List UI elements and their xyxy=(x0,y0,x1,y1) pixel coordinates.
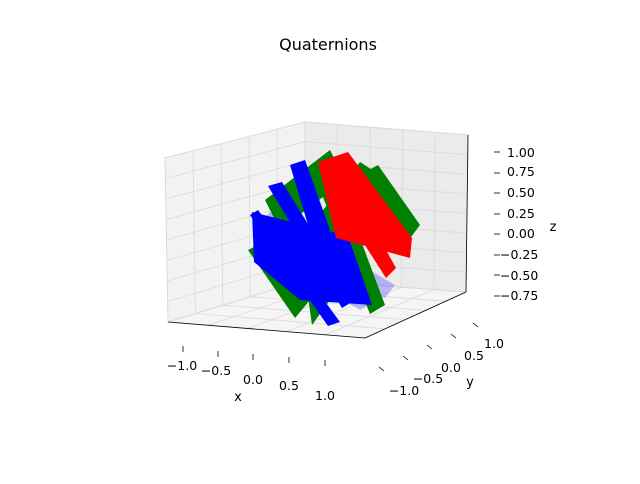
y-tick-label: −0.5 xyxy=(413,371,443,386)
x-tick-label: −0.5 xyxy=(201,363,231,378)
y-tick-label: 0.5 xyxy=(464,348,484,363)
z-axis-label: z xyxy=(550,220,557,235)
y-tick-labels: −1.0 −0.5 0.0 0.5 1.0 xyxy=(389,336,504,398)
z-tick-label: −0.25 xyxy=(500,247,538,262)
x-tick-label: −1.0 xyxy=(167,358,197,373)
y-tick-label: 0.0 xyxy=(441,360,461,375)
z-tick-labels: 1.00 0.75 0.50 0.25 0.00 −0.25 −0.50 −0.… xyxy=(500,145,538,303)
y-tick-mark xyxy=(427,345,432,349)
z-tick-label: 0.25 xyxy=(507,206,535,221)
y-tick-mark xyxy=(451,334,456,338)
x-tick-labels: −1.0 −0.5 0.0 0.5 1.0 xyxy=(167,358,335,403)
x-tick-label: 0.5 xyxy=(279,378,299,393)
z-tick-label: −0.75 xyxy=(500,288,538,303)
y-axis-label: y xyxy=(466,375,474,390)
y-tick-label: 1.0 xyxy=(484,336,504,351)
x-tick-label: 0.0 xyxy=(243,372,263,387)
z-tick-label: 0.50 xyxy=(507,185,535,200)
z-tick-label: 0.75 xyxy=(507,164,535,179)
x-axis-label: x xyxy=(234,390,242,405)
z-tick-label: −0.50 xyxy=(500,268,538,283)
z-tick-label: 0.00 xyxy=(507,226,535,241)
y-tick-mark xyxy=(403,356,408,360)
y-tick-mark xyxy=(379,367,384,371)
x-tick-label: 1.0 xyxy=(315,388,335,403)
z-tick-label: 1.00 xyxy=(507,145,535,160)
chart-title: Quaternions xyxy=(279,35,377,54)
y-tick-mark xyxy=(473,323,478,327)
